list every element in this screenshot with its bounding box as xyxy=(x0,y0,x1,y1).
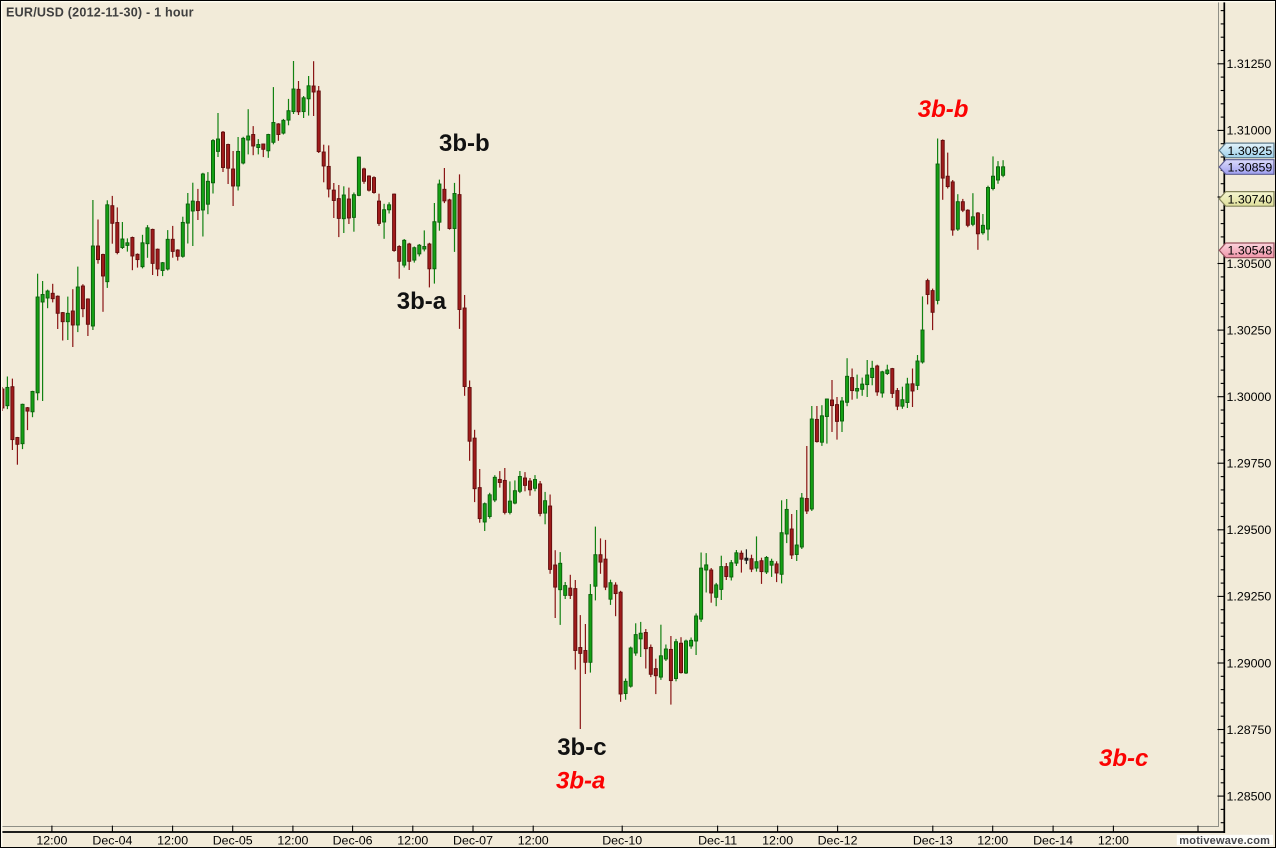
svg-text:Dec-11: Dec-11 xyxy=(698,833,737,847)
svg-text:Dec-05: Dec-05 xyxy=(213,833,253,847)
svg-text:1.28750: 1.28750 xyxy=(1227,723,1272,737)
svg-text:1.29000: 1.29000 xyxy=(1227,656,1272,670)
svg-text:3b-a: 3b-a xyxy=(397,288,447,315)
svg-text:1.31000: 1.31000 xyxy=(1227,124,1272,138)
svg-text:1.30740: 1.30740 xyxy=(1228,192,1273,206)
svg-text:1.29500: 1.29500 xyxy=(1227,523,1272,537)
svg-text:Dec-14: Dec-14 xyxy=(1033,833,1073,847)
svg-text:1.30859: 1.30859 xyxy=(1228,160,1273,174)
svg-text:1.30548: 1.30548 xyxy=(1228,244,1273,258)
svg-text:1.30500: 1.30500 xyxy=(1227,257,1272,271)
svg-text:12:00: 12:00 xyxy=(157,833,188,847)
svg-text:Dec-07: Dec-07 xyxy=(453,833,493,847)
svg-text:12:00: 12:00 xyxy=(762,833,793,847)
svg-text:1.29750: 1.29750 xyxy=(1227,457,1272,471)
svg-text:3b-c: 3b-c xyxy=(557,734,606,761)
svg-text:1.30000: 1.30000 xyxy=(1227,390,1272,404)
svg-text:12:00: 12:00 xyxy=(277,833,308,847)
svg-text:motivewave.com: motivewave.com xyxy=(1179,835,1270,847)
svg-text:3b-b: 3b-b xyxy=(918,96,969,123)
svg-text:1.29250: 1.29250 xyxy=(1227,590,1272,604)
svg-text:3b-a: 3b-a xyxy=(556,768,605,795)
svg-text:12:00: 12:00 xyxy=(1098,833,1129,847)
svg-text:1.28500: 1.28500 xyxy=(1227,789,1272,803)
svg-text:1.30925: 1.30925 xyxy=(1228,144,1273,158)
svg-text:EUR/USD (2012-11-30) - 1 hour: EUR/USD (2012-11-30) - 1 hour xyxy=(6,5,194,19)
svg-text:12:00: 12:00 xyxy=(977,833,1008,847)
svg-text:3b-b: 3b-b xyxy=(439,130,490,157)
svg-text:1.31250: 1.31250 xyxy=(1227,57,1272,71)
svg-text:Dec-04: Dec-04 xyxy=(92,833,132,847)
svg-text:12:00: 12:00 xyxy=(397,833,428,847)
svg-text:Dec-10: Dec-10 xyxy=(602,833,642,847)
svg-text:3b-c: 3b-c xyxy=(1099,745,1148,772)
svg-text:Dec-06: Dec-06 xyxy=(333,833,373,847)
svg-text:Dec-12: Dec-12 xyxy=(818,833,858,847)
svg-text:12:00: 12:00 xyxy=(36,833,67,847)
svg-text:1.30250: 1.30250 xyxy=(1227,323,1272,337)
svg-text:12:00: 12:00 xyxy=(518,833,549,847)
svg-text:Dec-13: Dec-13 xyxy=(913,833,953,847)
